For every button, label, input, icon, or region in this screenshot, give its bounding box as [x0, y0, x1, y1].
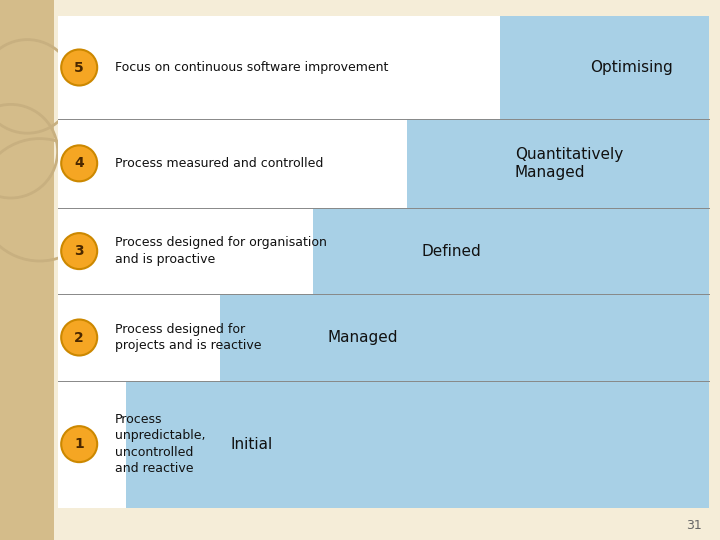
Text: Defined: Defined: [421, 244, 481, 259]
Text: Optimising: Optimising: [590, 60, 673, 75]
Ellipse shape: [61, 426, 97, 462]
Text: 1: 1: [74, 437, 84, 451]
Text: Quantitatively
Managed: Quantitatively Managed: [515, 146, 623, 180]
Bar: [58, 381, 126, 508]
Text: 31: 31: [686, 519, 702, 532]
Text: Process
unpredictable,
uncontrolled
and reactive: Process unpredictable, uncontrolled and …: [115, 413, 206, 475]
Bar: [58, 119, 407, 208]
Bar: [58, 294, 220, 381]
Bar: [407, 119, 709, 208]
Text: Process designed for
projects and is reactive: Process designed for projects and is rea…: [115, 323, 261, 352]
Text: 5: 5: [74, 60, 84, 75]
Ellipse shape: [61, 50, 97, 85]
Text: Process measured and controlled: Process measured and controlled: [115, 157, 323, 170]
Bar: [126, 381, 709, 508]
Text: Managed: Managed: [328, 330, 398, 345]
Text: Capability Maturity Levels: Capability Maturity Levels: [65, 35, 599, 69]
Bar: [313, 208, 709, 294]
Text: 4: 4: [74, 157, 84, 170]
Text: 3: 3: [74, 244, 84, 258]
Bar: [220, 294, 709, 381]
Text: 2: 2: [74, 330, 84, 345]
Bar: [0, 0, 54, 540]
Ellipse shape: [61, 145, 97, 181]
Bar: [58, 208, 313, 294]
Bar: [500, 16, 709, 119]
Text: Focus on continuous software improvement: Focus on continuous software improvement: [115, 61, 389, 74]
Bar: [58, 16, 500, 119]
Text: Process designed for organisation
and is proactive: Process designed for organisation and is…: [115, 237, 327, 266]
Ellipse shape: [61, 233, 97, 269]
Ellipse shape: [61, 320, 97, 355]
Text: Initial: Initial: [230, 437, 273, 451]
